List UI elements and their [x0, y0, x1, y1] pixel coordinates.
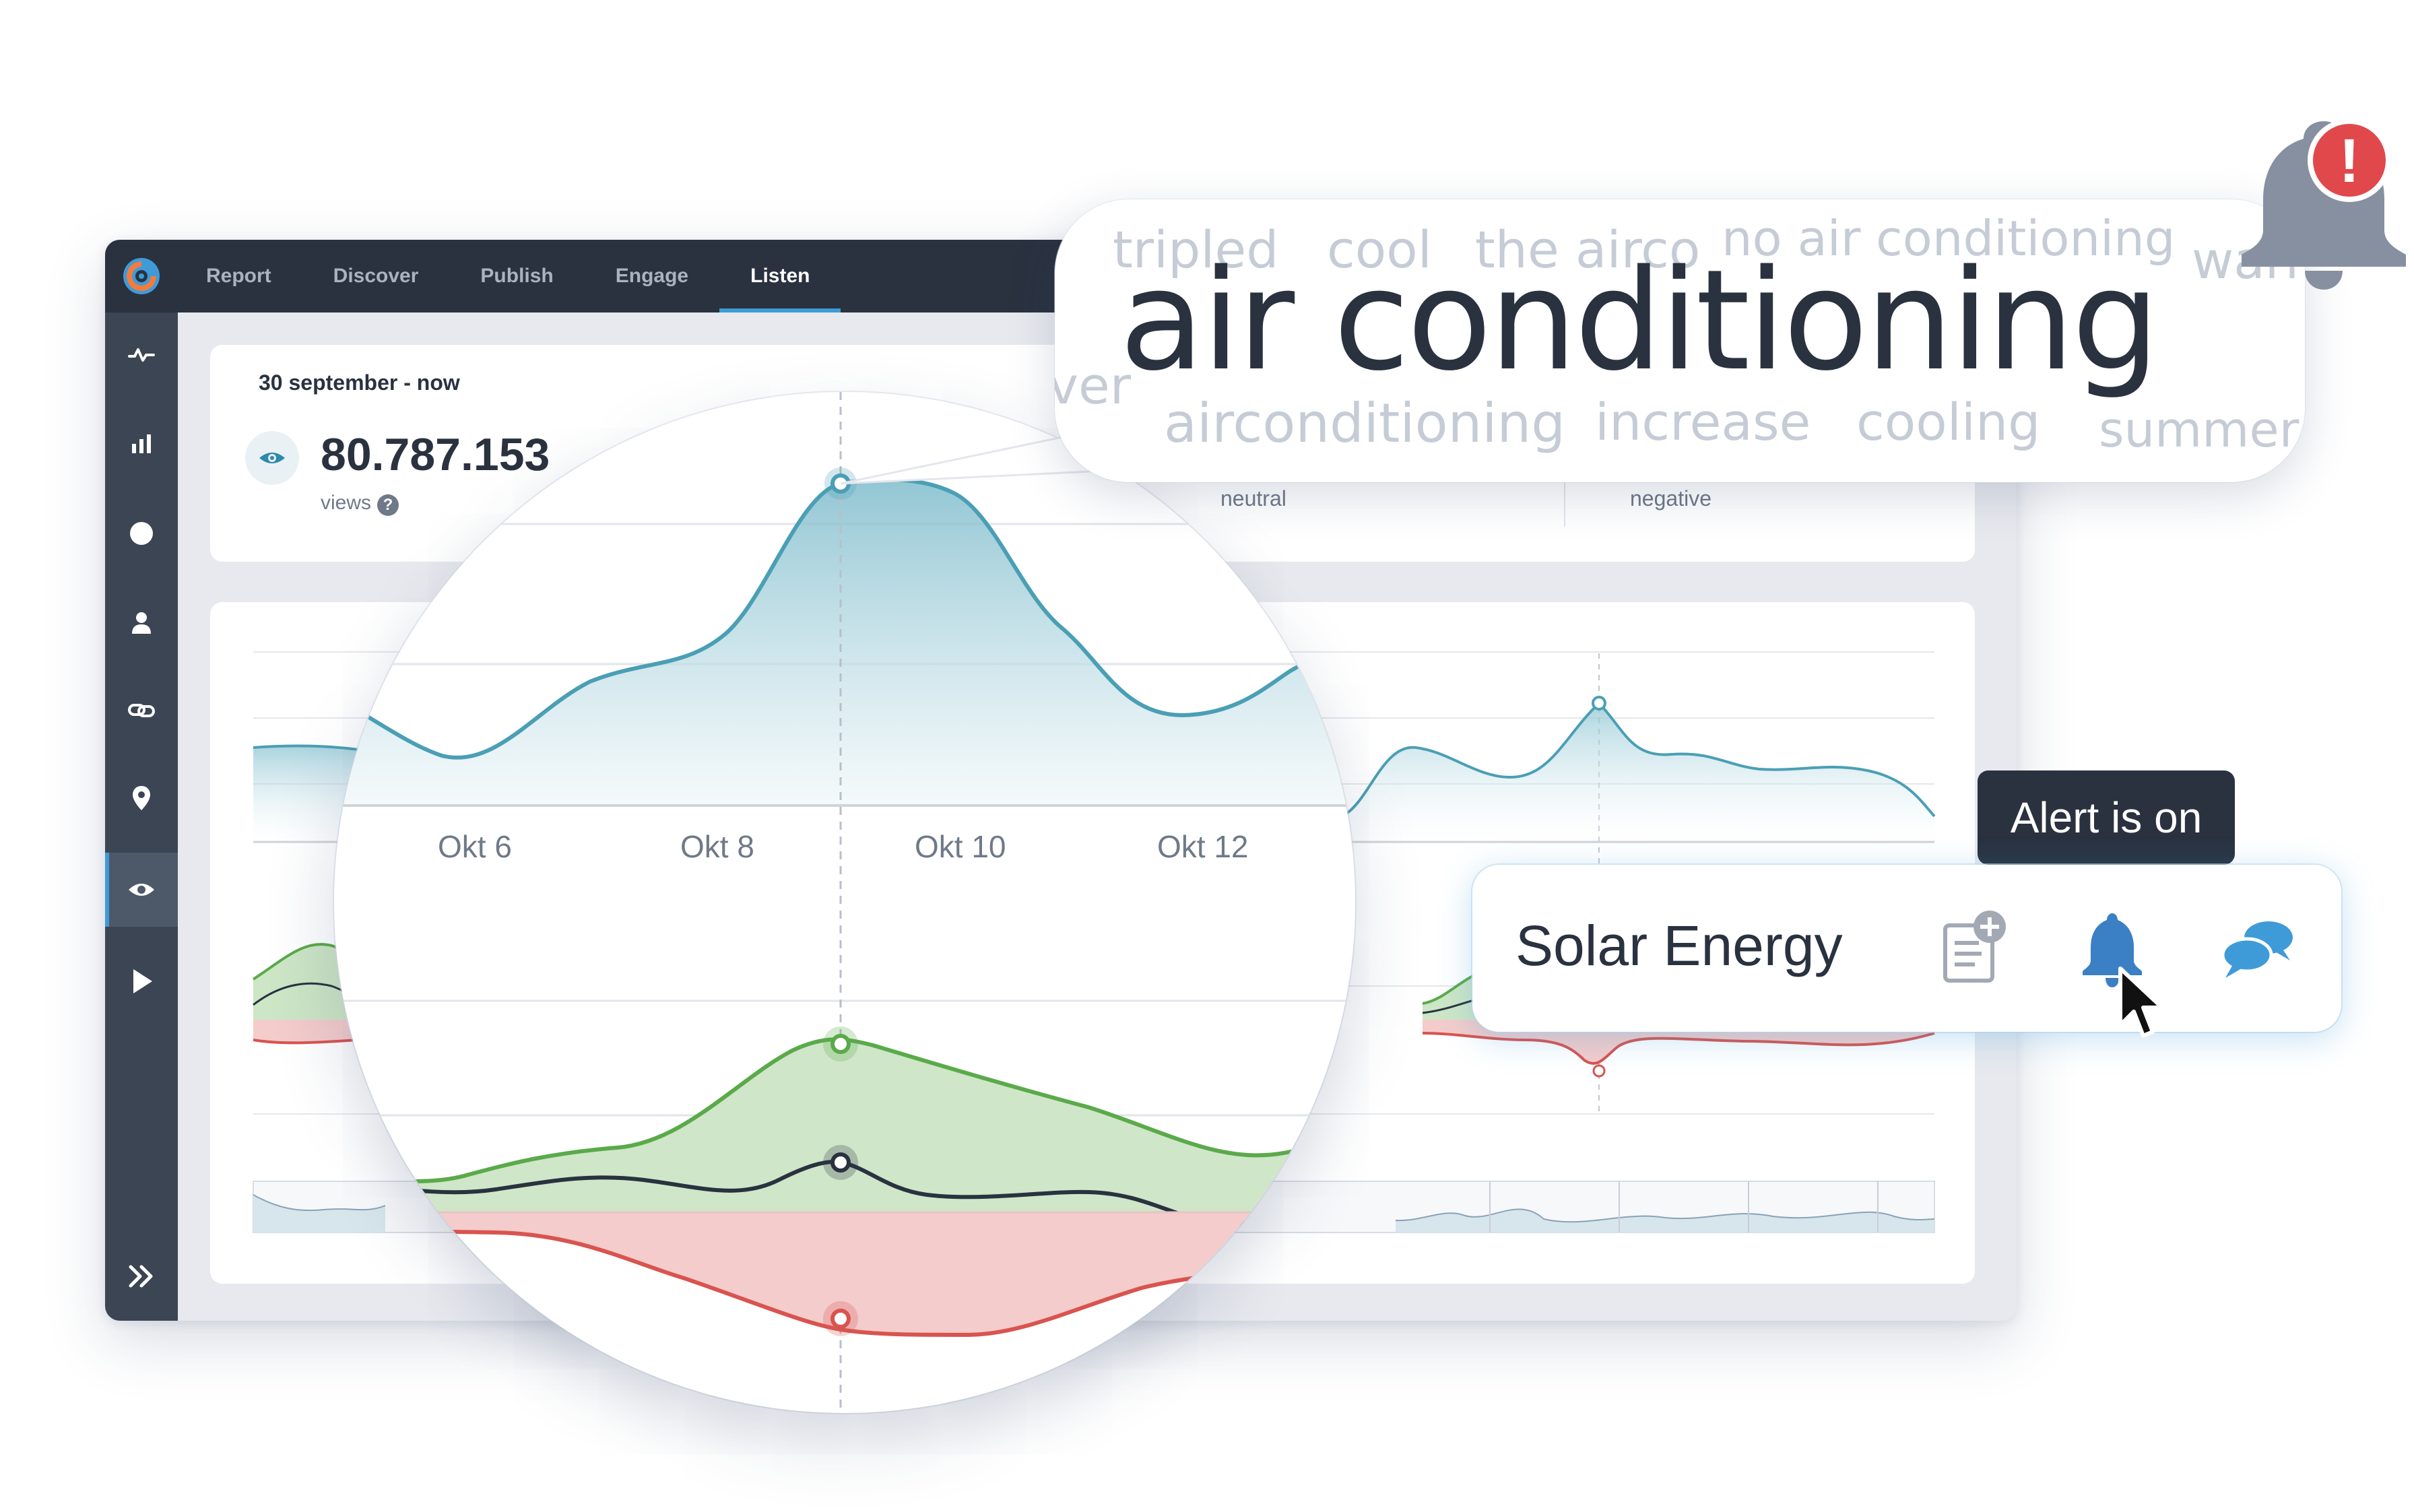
date-range[interactable]: 30 september - now [259, 370, 460, 395]
cloud-word[interactable]: airconditioning [1164, 392, 1565, 455]
word-cloud: tripled cool the airco no air conditioni… [1055, 199, 2305, 482]
tab-report[interactable]: Report [206, 265, 271, 287]
neutral-point [830, 1152, 851, 1173]
link-icon [128, 704, 155, 717]
topic-alert-card: Solar Energy [1472, 865, 2341, 1032]
sidebar [105, 313, 178, 1321]
bell-alert-icon: ! [2242, 119, 2406, 290]
cloud-word[interactable]: increase [1595, 392, 1811, 452]
tab-listen[interactable]: Listen [719, 240, 841, 313]
cloud-word[interactable]: the airco [1475, 220, 1701, 280]
sidebar-item-listen[interactable] [105, 853, 178, 927]
sentiment-neutral-label: neutral [1220, 486, 1286, 511]
cloud-word[interactable]: summer [2099, 401, 2299, 458]
negative-point [830, 1309, 851, 1329]
sidebar-expand-button[interactable] [105, 1239, 178, 1313]
user-icon [132, 612, 151, 634]
sentiment-negative-label: negative [1630, 486, 1711, 511]
sidebar-item-links[interactable] [105, 673, 178, 748]
eye-icon [129, 884, 154, 896]
callout-connector [840, 430, 1092, 485]
location-pin-icon [133, 786, 150, 810]
sidebar-item-activity[interactable] [105, 318, 178, 392]
comments-icon[interactable] [2217, 908, 2298, 989]
activity-icon [128, 348, 155, 362]
alert-tooltip: Alert is on [1978, 770, 2235, 880]
app-logo-icon[interactable] [121, 256, 162, 296]
x-axis-label: Okt 12 [1157, 829, 1249, 864]
views-badge [245, 431, 299, 485]
cloud-word[interactable]: no air conditioning [1722, 210, 2176, 267]
views-line-right [1341, 701, 1936, 818]
magnified-charts [334, 392, 1355, 1413]
question-icon[interactable]: ? [377, 494, 399, 516]
alert-badge-text: ! [2339, 127, 2360, 195]
sidebar-item-locations[interactable] [105, 761, 178, 835]
positive-area [334, 1039, 1355, 1212]
main-nav-tabs: Report Discover Publish Engage Listen [206, 240, 841, 313]
positive-point [830, 1034, 851, 1054]
add-note-icon[interactable] [1930, 908, 2011, 989]
views-area [334, 479, 1355, 806]
eye-icon [259, 453, 285, 463]
cloud-main-word[interactable]: air conditioning [1119, 240, 2160, 401]
sidebar-item-video[interactable] [105, 944, 178, 1018]
sidebar-item-people[interactable] [105, 586, 178, 660]
cloud-word[interactable]: cool [1327, 220, 1432, 280]
views-count: 80.787.153 [321, 429, 550, 480]
x-axis-label: Okt 8 [680, 829, 754, 864]
views-area-right [1342, 703, 1934, 842]
sidebar-item-reports[interactable] [105, 407, 178, 481]
play-icon [133, 969, 152, 993]
topic-label: Solar Energy [1515, 914, 1843, 977]
bell-icon[interactable] [2072, 908, 2153, 989]
tab-discover[interactable]: Discover [333, 265, 419, 287]
views-label: views [321, 492, 372, 514]
double-chevron-right-icon [129, 1265, 153, 1288]
x-axis-label: Okt 6 [438, 829, 512, 864]
circle-icon [130, 522, 153, 545]
tab-publish[interactable]: Publish [480, 265, 554, 287]
sidebar-item-circle[interactable] [105, 496, 178, 570]
mouse-cursor-icon [2118, 966, 2164, 1038]
divider [1564, 459, 1565, 527]
cloud-word[interactable]: cooling [1856, 392, 2041, 452]
negative-line [334, 1229, 1355, 1338]
bar-chart-icon [132, 434, 151, 453]
x-axis-label: Okt 10 [915, 829, 1006, 864]
negative-area [334, 1212, 1355, 1335]
tab-engage[interactable]: Engage [615, 265, 689, 287]
chart-magnifier: Okt 6 Okt 8 Okt 10 Okt 12 [334, 392, 1355, 1413]
cloud-word[interactable]: ver [1055, 356, 1131, 416]
cloud-word[interactable]: tripled [1113, 220, 1279, 280]
